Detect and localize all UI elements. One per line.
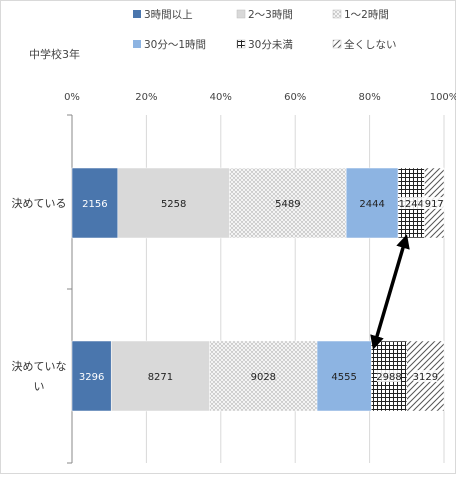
data-label-0-0: 2156 (82, 199, 107, 210)
data-label-0-3: 2444 (359, 199, 384, 210)
comparison-arrow (370, 234, 410, 350)
x-tick-label-1: 20% (135, 92, 157, 103)
chart-title: 中学校3年 (29, 47, 80, 61)
category-label-1-0: 決めていな (12, 360, 67, 373)
data-label-1-1: 8271 (148, 372, 173, 383)
x-axis-tick-labels: 0% 20% 40% 60% 80% 100% (64, 92, 456, 103)
y-axis (67, 114, 73, 464)
bars: 2156 5258 5489 2444 1244 917 3296 8271 9028 4555 2… (71, 167, 447, 412)
x-tick-label-5: 100% (430, 92, 456, 103)
bar-segment-1-2 (209, 340, 318, 412)
legend-swatch-5 (332, 39, 342, 49)
data-label-1-2: 9028 (251, 372, 276, 383)
data-label-bg-1-5 (413, 370, 438, 382)
x-tick-label-2: 40% (210, 92, 232, 103)
data-label-0-1: 5258 (161, 199, 186, 210)
data-label-bg-0-5 (422, 197, 447, 209)
data-label-0-4: 1244 (399, 199, 424, 210)
legend-label-2: 1～2時間 (344, 9, 389, 21)
bar-segment-0-1 (117, 167, 230, 239)
data-label-1-5: 3129 (413, 372, 438, 383)
legend-swatch-0 (133, 10, 141, 18)
data-label-bg-0-4 (399, 197, 424, 209)
category-label-1-1: い (34, 380, 45, 393)
legend: 3時間以上 2～3時間 1～2時間 30分～1時間 30分未満 全くしない (133, 9, 397, 51)
data-label-1-0: 3296 (79, 372, 104, 383)
bar-segment-1-1 (110, 340, 210, 412)
data-label-0-5: 917 (425, 199, 444, 210)
legend-swatch-1 (236, 9, 246, 19)
bar-segment-1-0 (71, 340, 112, 412)
legend-swatch-2 (332, 9, 342, 19)
x-tick-label-3: 60% (284, 92, 306, 103)
legend-label-1: 2～3時間 (248, 9, 293, 21)
x-tick-label-4: 80% (358, 92, 380, 103)
x-tick-label-0: 0% (64, 92, 80, 103)
data-label-1-4: 2988 (376, 372, 401, 383)
category-label-0-0: 決めている (12, 197, 67, 210)
bar-segment-0-3 (345, 167, 399, 239)
data-label-0-2: 5489 (275, 199, 300, 210)
legend-label-4: 30分未満 (248, 39, 293, 51)
data-label-bg-1-4 (376, 370, 401, 382)
legend-swatch-3 (133, 40, 141, 48)
legend-label-5: 全くしない (344, 38, 397, 51)
legend-label-3: 30分～1時間 (144, 39, 206, 51)
bar-segment-1-3 (316, 340, 372, 412)
data-label-1-3: 4555 (331, 372, 356, 383)
legend-label-0: 3時間以上 (144, 9, 193, 21)
legend-swatch-4 (236, 39, 246, 49)
